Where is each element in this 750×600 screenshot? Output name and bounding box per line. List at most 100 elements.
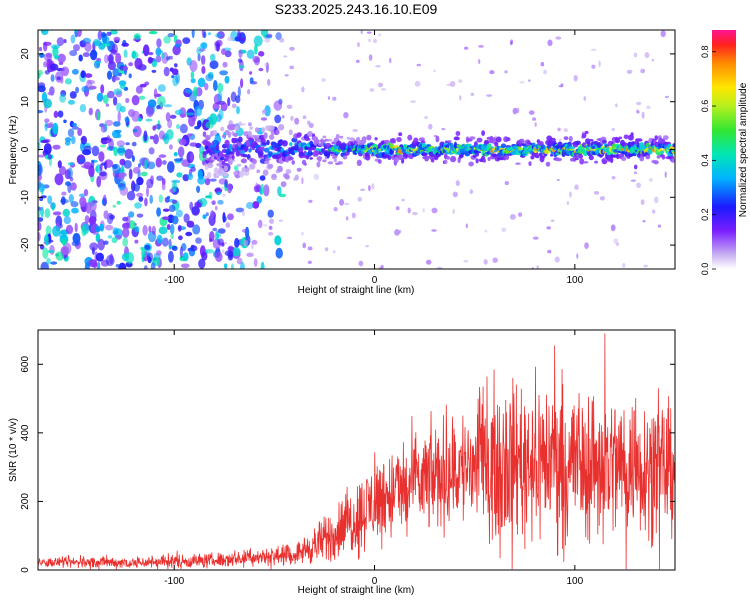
- y-tick-label: 600: [20, 356, 31, 373]
- noise-blob: [166, 224, 171, 230]
- faint-noise-blob: [573, 74, 578, 82]
- signal-blob: [277, 165, 283, 173]
- noise-blob: [191, 206, 200, 216]
- noise-blob: [267, 209, 274, 218]
- signal-blob: [256, 169, 261, 174]
- colorbar: 0.0 0.2 0.4 0.6 0.8 Normalized spectral ampl…: [700, 30, 749, 275]
- noise-blob: [112, 96, 118, 106]
- signal-blob: [240, 150, 245, 155]
- signal-blob: [476, 138, 483, 143]
- noise-blob: [221, 48, 226, 55]
- faint-noise-blob: [368, 54, 373, 61]
- noise-blob: [168, 250, 174, 263]
- signal-blob: [333, 157, 337, 163]
- noise-blob: [149, 135, 154, 140]
- noise-blob: [124, 148, 134, 159]
- noise-blob: [47, 153, 52, 160]
- faint-noise-blob: [532, 236, 539, 240]
- noise-blob: [131, 50, 136, 59]
- noise-blob: [190, 71, 195, 79]
- noise-blob: [212, 227, 218, 232]
- noise-blob: [176, 124, 180, 130]
- faint-noise-blob: [504, 70, 508, 74]
- noise-blob: [112, 163, 121, 175]
- faint-noise-blob: [555, 36, 562, 40]
- noise-blob: [156, 234, 163, 244]
- faint-noise-blob: [422, 207, 425, 213]
- noise-blob: [89, 200, 97, 212]
- signal-blob: [568, 146, 576, 150]
- noise-blob: [41, 30, 49, 36]
- signal-blob: [444, 159, 448, 164]
- faint-noise-blob: [357, 42, 360, 48]
- noise-blob: [40, 206, 44, 218]
- faint-noise-blob: [321, 78, 326, 82]
- signal-blob: [403, 155, 410, 158]
- noise-blob: [128, 73, 132, 79]
- noise-blob: [125, 97, 130, 104]
- faint-noise-blob: [576, 253, 579, 259]
- noise-blob: [258, 67, 264, 72]
- signal-blob: [656, 155, 661, 159]
- noise-blob: [128, 62, 134, 67]
- spectrogram-y-ticks: -20 -10 0 10 20: [20, 48, 675, 252]
- noise-blob: [201, 55, 206, 65]
- noise-blob: [72, 232, 81, 244]
- noise-blob: [38, 85, 46, 93]
- signal-blob: [407, 134, 413, 141]
- noise-blob: [219, 70, 229, 76]
- noise-blob: [226, 183, 233, 194]
- noise-blob: [38, 141, 41, 152]
- noise-blob: [237, 30, 241, 39]
- colorbar-gradient: [712, 30, 736, 269]
- spectrogram-x-ticks: -100 0 100: [164, 30, 584, 286]
- noise-blob: [78, 193, 86, 198]
- noise-blob: [74, 222, 78, 233]
- signal-blob: [262, 110, 267, 113]
- signal-blob: [262, 169, 269, 176]
- signal-blob: [248, 148, 252, 153]
- signal-blob: [588, 155, 594, 161]
- signal-blob: [495, 136, 502, 143]
- signal-blob: [535, 152, 539, 159]
- figure-title: S233.2025.243.16.10.E09: [275, 1, 438, 17]
- noise-blob: [71, 136, 76, 145]
- noise-blob: [169, 144, 173, 150]
- signal-blob: [203, 175, 208, 179]
- signal-blob: [589, 138, 594, 142]
- noise-blob: [38, 110, 44, 114]
- signal-blob: [266, 139, 270, 146]
- noise-blob: [212, 139, 218, 148]
- signal-blob: [259, 146, 265, 152]
- signal-blob: [366, 134, 372, 141]
- faint-noise-blob: [598, 60, 601, 67]
- noise-blob: [230, 91, 237, 103]
- signal-blob: [218, 167, 225, 174]
- faint-noise-blob: [593, 191, 600, 195]
- signal-blob: [267, 163, 274, 169]
- faint-noise-blob: [346, 236, 353, 239]
- spectrogram-y-label: Frequency (Hz): [8, 116, 19, 185]
- noise-blob: [177, 146, 185, 158]
- noise-blob: [171, 215, 179, 225]
- faint-noise-blob: [381, 88, 386, 91]
- noise-blob: [216, 114, 222, 123]
- noise-blob: [189, 60, 198, 72]
- noise-blob: [204, 177, 211, 186]
- faint-noise-blob: [352, 129, 359, 132]
- noise-blob: [277, 186, 282, 196]
- noise-blob: [126, 190, 136, 201]
- x-tick-label: -100: [164, 275, 184, 286]
- noise-blob: [122, 66, 129, 71]
- noise-blob: [224, 50, 232, 58]
- faint-noise-blob: [284, 74, 289, 77]
- noise-blob: [185, 231, 193, 237]
- signal-blob: [221, 160, 226, 166]
- noise-blob: [209, 178, 217, 182]
- noise-blob: [252, 201, 260, 209]
- noise-blob: [148, 52, 154, 56]
- signal-blob: [236, 163, 242, 167]
- signal-blob: [672, 143, 675, 148]
- noise-blob: [224, 75, 230, 84]
- snr-y-label: SNR (10 * v/v): [8, 418, 19, 482]
